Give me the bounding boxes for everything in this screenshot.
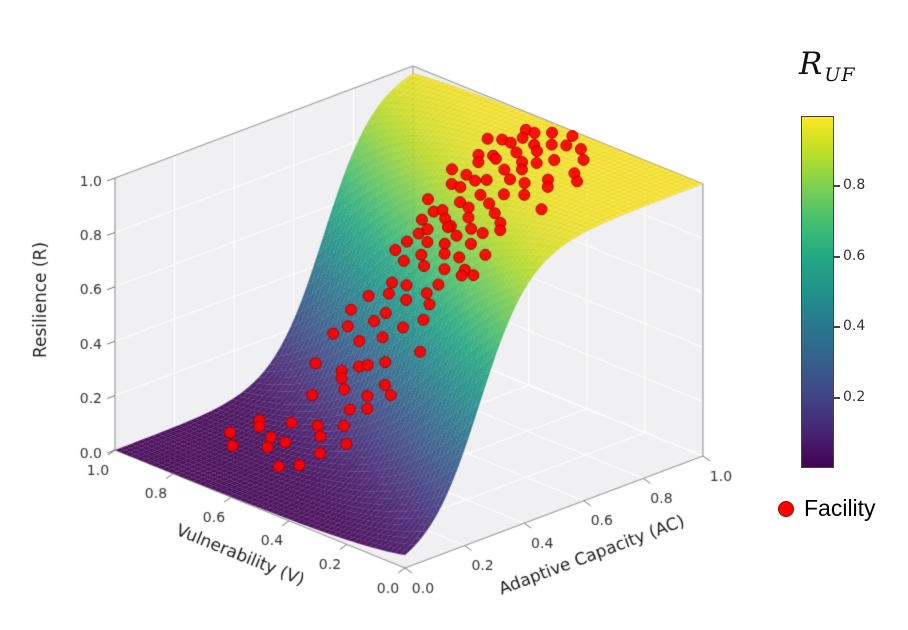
colorbar-gradient xyxy=(801,116,834,468)
colorbar-title: RUF xyxy=(799,46,856,86)
facility-marker-icon xyxy=(778,500,794,517)
colorbar-tick-label: 0.6 xyxy=(843,247,866,264)
legend-label: Facility xyxy=(804,495,876,521)
colorbar-tick-mark xyxy=(834,396,840,399)
colorbar-tick-label: 0.8 xyxy=(843,177,866,194)
colorbar-tick-label: 0.2 xyxy=(843,388,866,405)
colorbar-tick-mark xyxy=(834,185,840,188)
colorbar-title-sub: UF xyxy=(824,64,856,86)
colorbar-tick-label: 0.4 xyxy=(843,318,866,335)
colorbar-tick-mark xyxy=(834,255,840,258)
legend: Facility xyxy=(778,495,876,522)
colorbar-title-main: R xyxy=(799,46,824,82)
colorbar-tick-mark xyxy=(834,326,840,329)
